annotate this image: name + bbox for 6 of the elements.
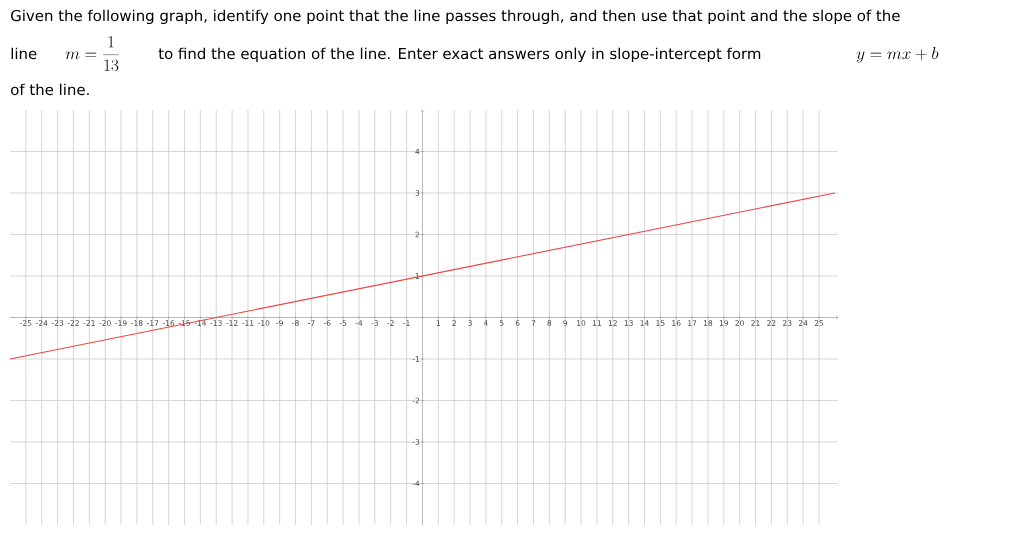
text: of the line. [11, 83, 89, 96]
text: $y=mx+b$ [856, 47, 939, 63]
text: $m=\frac{1}{13}$ [65, 35, 119, 72]
text: line [11, 47, 37, 60]
text: to find the equation of the line. Enter exact answers only in slope-intercept form [158, 47, 761, 63]
chart-title: Given the following graph, identify one point that the line passes through, and then use that point and the slope of the [11, 9, 900, 25]
